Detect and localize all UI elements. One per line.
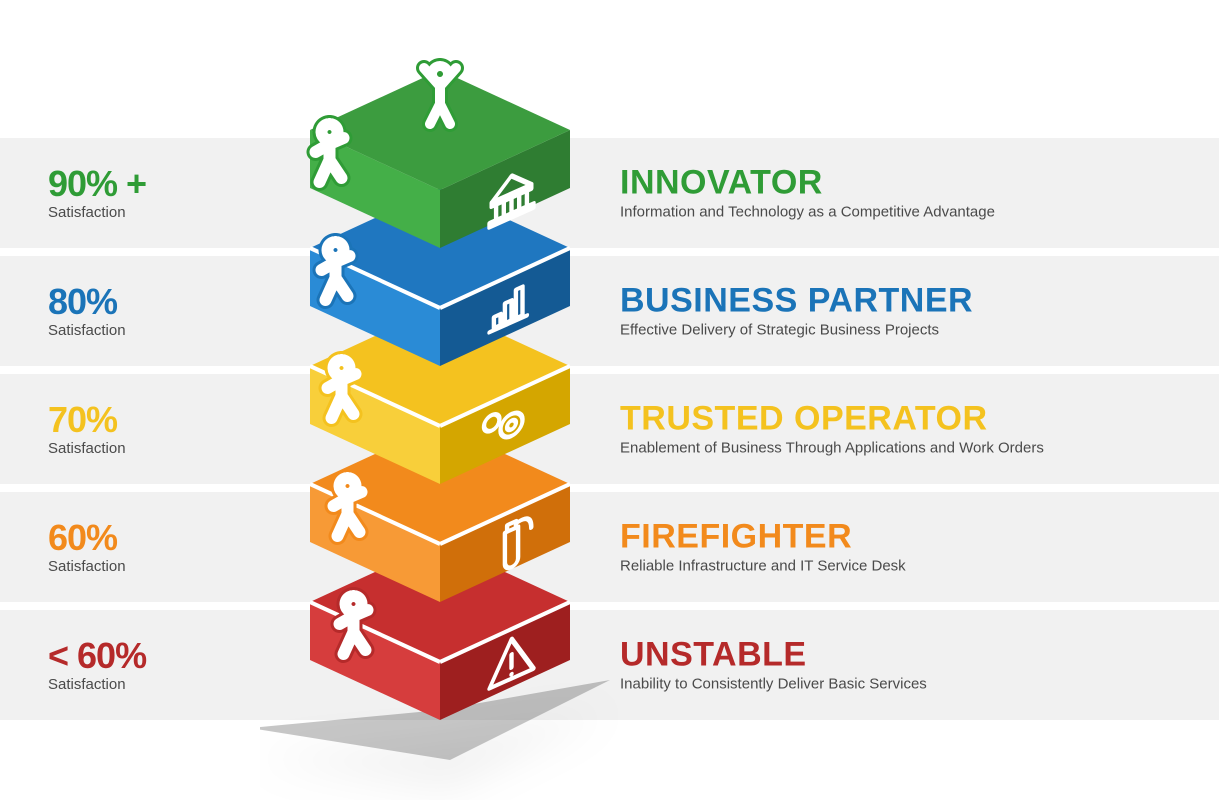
satisfaction-label: Satisfaction [48,558,260,575]
level-left: 80% Satisfaction [0,284,260,339]
level-right: BUSINESS PARTNER Effective Delivery of St… [620,284,973,339]
level-subtitle: Effective Delivery of Strategic Business… [620,322,973,339]
level-title: UNSTABLE [620,638,927,672]
level-row: < 60% Satisfaction UNSTABLE Inability to Co… [0,610,1219,720]
satisfaction-label: Satisfaction [48,322,260,339]
percent-value: < 60% [48,638,260,674]
level-title: FIREFIGHTER [620,520,906,554]
level-row: 80% Satisfaction BUSINESS PARTNER Effective… [0,256,1219,366]
satisfaction-label: Satisfaction [48,440,260,457]
percent-value: 60% [48,520,260,556]
level-right: FIREFIGHTER Reliable Infrastructure and I… [620,520,906,575]
level-right: UNSTABLE Inability to Consistently Delive… [620,638,927,693]
percent-value: 70% [48,402,260,438]
level-subtitle: Inability to Consistently Deliver Basic … [620,676,927,693]
level-left: < 60% Satisfaction [0,638,260,693]
level-subtitle: Reliable Infrastructure and IT Service D… [620,558,906,575]
level-left: 70% Satisfaction [0,402,260,457]
level-right: INNOVATOR Information and Technology as a… [620,166,995,221]
winner-icon [424,66,456,124]
level-right: TRUSTED OPERATOR Enablement of Business T… [620,402,1044,457]
satisfaction-label: Satisfaction [48,676,260,693]
level-title: BUSINESS PARTNER [620,284,973,318]
level-subtitle: Information and Technology as a Competit… [620,204,995,221]
level-left: 60% Satisfaction [0,520,260,575]
level-title: TRUSTED OPERATOR [620,402,1044,436]
level-title: INNOVATOR [620,166,995,200]
level-left: 90% + Satisfaction [0,166,260,221]
level-row: 60% Satisfaction FIREFIGHTER Reliable Infra… [0,492,1219,602]
level-subtitle: Enablement of Business Through Applicati… [620,440,1044,457]
percent-value: 80% [48,284,260,320]
level-row: 70% Satisfaction TRUSTED OPERATOR Enablemen… [0,374,1219,484]
satisfaction-label: Satisfaction [48,204,260,221]
percent-value: 90% + [48,166,260,202]
level-row: 90% + Satisfaction INNOVATOR Information an… [0,138,1219,248]
